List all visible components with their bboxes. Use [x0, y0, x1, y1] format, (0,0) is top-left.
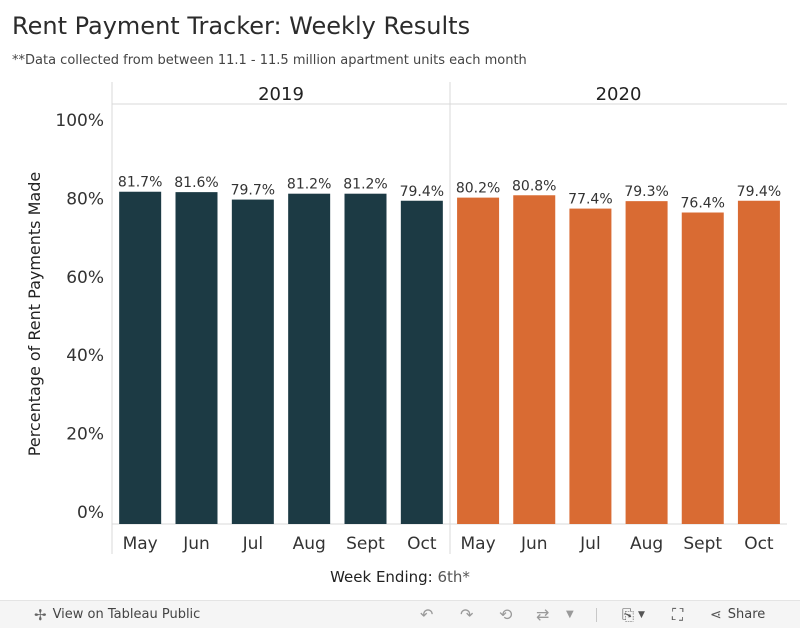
x-axis-title-value: 6th*	[437, 568, 470, 586]
view-on-tableau-label: View on Tableau Public	[52, 607, 201, 622]
x-tick-label: May	[461, 534, 496, 554]
x-tick-label: Aug	[293, 534, 326, 554]
x-tick-label: Jul	[579, 534, 601, 554]
bar-2020-Jun	[513, 195, 556, 524]
y-tick-label: 80%	[66, 189, 104, 209]
toolbar-divider	[596, 608, 597, 622]
y-tick-label: 100%	[55, 111, 104, 131]
tableau-icon: ✢	[34, 605, 47, 624]
chevron-down-icon[interactable]: ▼	[566, 609, 574, 620]
x-tick-label: Jun	[520, 534, 548, 554]
x-tick-label: Jul	[242, 534, 264, 554]
x-tick-label: May	[123, 534, 158, 554]
data-label: 81.7%	[118, 175, 162, 191]
data-label: 76.4%	[681, 196, 725, 212]
x-tick-label: Oct	[407, 534, 437, 554]
download-icon: ⎘	[622, 605, 635, 624]
x-tick-label: Aug	[630, 534, 663, 554]
data-label: 81.6%	[174, 175, 218, 191]
data-label: 79.3%	[624, 184, 668, 200]
chart-title: Rent Payment Tracker: Weekly Results	[12, 12, 471, 40]
data-label: 79.4%	[737, 184, 781, 200]
bar-2019-Jul	[231, 199, 274, 524]
share-icon: ⋖	[710, 606, 722, 623]
share-label: Share	[727, 607, 766, 622]
x-axis-title-prefix: Week Ending:	[330, 568, 433, 586]
data-label: 80.2%	[456, 181, 500, 197]
bar-2019-Aug	[288, 193, 331, 525]
bar-2019-Sept	[344, 193, 387, 525]
data-label: 80.8%	[512, 178, 556, 194]
y-axis-title: Percentage of Rent Payments Made	[25, 172, 44, 456]
chart-subtitle: **Data collected from between 11.1 - 11.…	[12, 53, 527, 68]
x-tick-label: Sept	[683, 534, 722, 554]
panel-header-2020: 2020	[596, 84, 642, 105]
x-tick-label: Oct	[744, 534, 774, 554]
data-label: 77.4%	[568, 192, 612, 208]
view-on-tableau-link[interactable]: ✢ View on Tableau Public	[34, 601, 200, 628]
chevron-down-icon: ▼	[638, 609, 645, 620]
y-tick-label: 40%	[66, 346, 104, 366]
redo-icon[interactable]: ↷	[460, 605, 474, 624]
data-label: 79.4%	[400, 184, 444, 200]
bar-2020-Jul	[569, 208, 612, 525]
bar-2020-Aug	[625, 201, 668, 525]
panel-header-2019: 2019	[258, 84, 304, 105]
bar-2019-Jun	[175, 192, 218, 524]
bar-2019-May	[119, 191, 162, 524]
refresh-icon[interactable]: ⇄	[536, 605, 550, 624]
bar-2020-Oct	[737, 200, 780, 524]
y-tick-label: 60%	[66, 268, 104, 288]
revert-icon[interactable]: ⟲	[499, 605, 513, 624]
x-tick-label: Jun	[182, 534, 210, 554]
data-label: 79.7%	[231, 183, 275, 199]
download-button[interactable]: ⎘ ▼	[622, 601, 645, 628]
bar-chart: Percentage of Rent Payments Made 0% 20% 40%…	[25, 82, 787, 554]
data-label: 81.2%	[287, 177, 331, 193]
y-tick-label: 20%	[66, 425, 104, 445]
bar-2020-Sept	[681, 212, 724, 524]
bar-2019-Oct	[400, 200, 443, 524]
x-tick-label: Sept	[346, 534, 385, 554]
x-axis-title: Week Ending: 6th*	[0, 568, 800, 586]
bar-2020-May	[457, 197, 500, 524]
undo-icon[interactable]: ↶	[420, 605, 434, 624]
data-label: 81.2%	[343, 177, 387, 193]
share-button[interactable]: ⋖ Share	[710, 601, 765, 628]
fullscreen-icon[interactable]: ⛶	[672, 604, 684, 624]
y-tick-label: 0%	[77, 503, 104, 523]
tableau-toolbar: ✢ View on Tableau Public ↶ ↷ ⟲ ⇄ ▼ ⎘ ▼ ⛶…	[0, 600, 800, 628]
